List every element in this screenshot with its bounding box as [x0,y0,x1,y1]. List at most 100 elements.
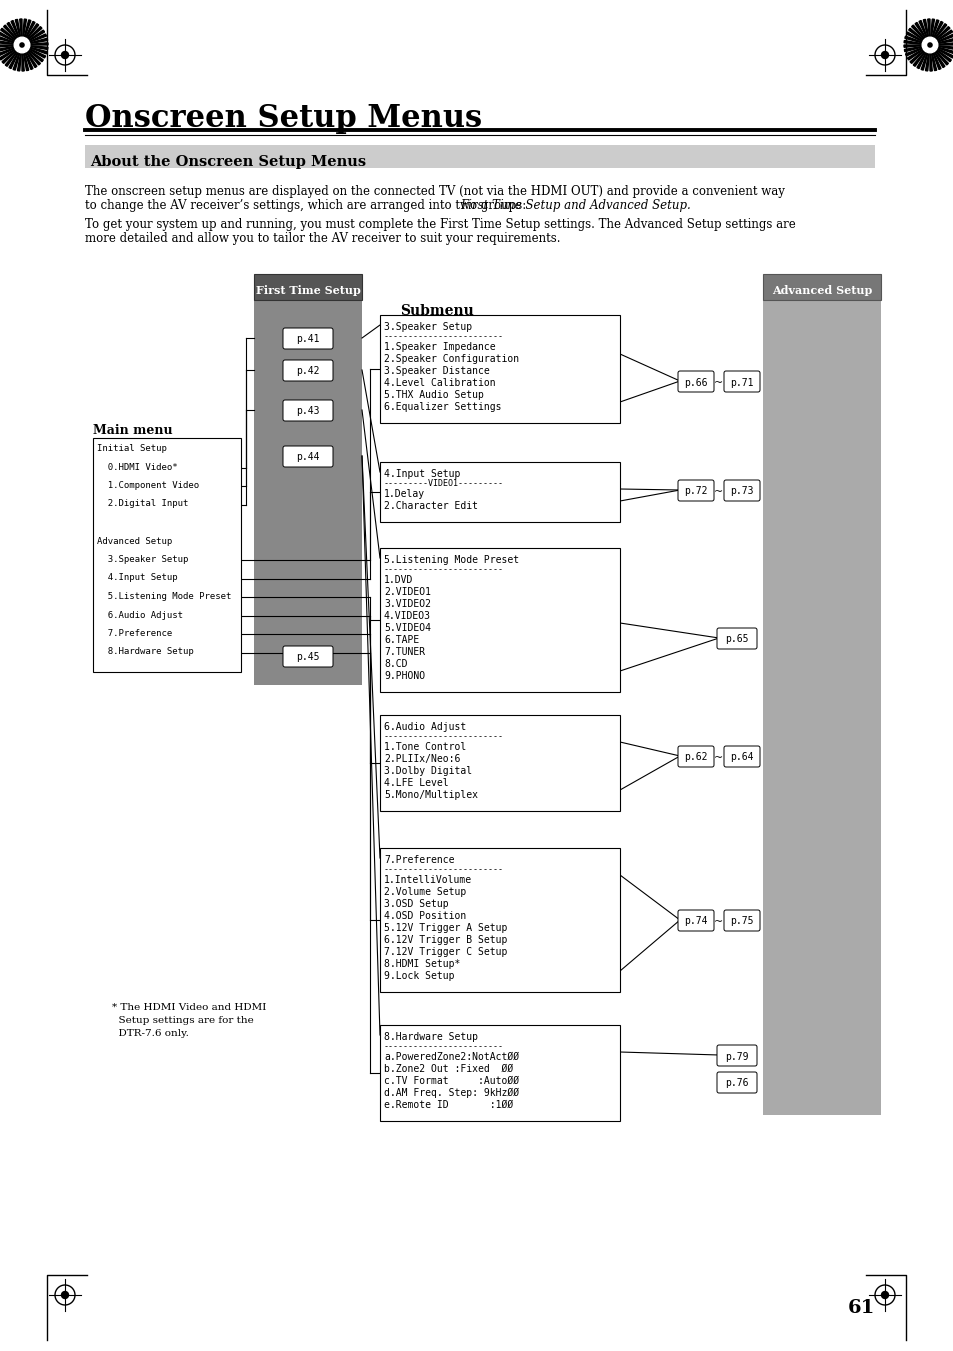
Wedge shape [22,45,24,72]
Wedge shape [22,45,33,69]
Circle shape [881,51,887,58]
Wedge shape [929,19,934,45]
Text: 0.HDMI Video*: 0.HDMI Video* [97,462,177,471]
Text: 5.VIDEO4: 5.VIDEO4 [384,623,431,634]
Text: p.66: p.66 [683,377,707,388]
Text: p.79: p.79 [724,1051,748,1062]
Text: p.73: p.73 [729,486,753,497]
Text: p.62: p.62 [683,753,707,762]
Wedge shape [9,45,22,69]
Text: Advanced Setup: Advanced Setup [97,536,172,546]
Text: p.44: p.44 [296,453,319,462]
Text: 1.IntelliVolume: 1.IntelliVolume [384,875,472,885]
Text: First Time Setup: First Time Setup [255,285,360,296]
Text: Advanced Setup: Advanced Setup [771,285,871,296]
Wedge shape [929,45,931,72]
Text: First Time Setup and Advanced Setup.: First Time Setup and Advanced Setup. [459,199,690,212]
Wedge shape [905,32,929,45]
Wedge shape [22,45,29,70]
FancyBboxPatch shape [678,480,713,501]
Wedge shape [20,19,22,45]
Circle shape [881,1292,887,1298]
Text: p.71: p.71 [729,377,753,388]
Text: 3.VIDEO2: 3.VIDEO2 [384,598,431,609]
Wedge shape [904,45,929,55]
Text: p.65: p.65 [724,635,748,644]
Text: The onscreen setup menus are displayed on the connected TV (not via the HDMI OUT: The onscreen setup menus are displayed o… [85,185,784,199]
Text: 5.Listening Mode Preset: 5.Listening Mode Preset [384,555,518,565]
Circle shape [922,38,937,53]
Text: 3.Speaker Distance: 3.Speaker Distance [384,366,489,376]
Text: 1.DVD: 1.DVD [384,576,413,585]
Text: 3.Speaker Setup: 3.Speaker Setup [384,322,472,332]
FancyBboxPatch shape [283,328,333,349]
Text: ~: ~ [714,916,723,927]
Text: 4.VIDEO3: 4.VIDEO3 [384,611,431,621]
FancyBboxPatch shape [253,300,361,685]
FancyBboxPatch shape [723,480,760,501]
FancyBboxPatch shape [283,646,333,667]
Text: ------------------------: ------------------------ [384,332,503,340]
Wedge shape [13,45,22,70]
Text: 9.Lock Setup: 9.Lock Setup [384,971,454,981]
FancyBboxPatch shape [283,446,333,467]
Wedge shape [903,41,929,45]
Text: Submenu: Submenu [399,304,474,317]
FancyBboxPatch shape [379,315,619,423]
Text: 6.12V Trigger B Setup: 6.12V Trigger B Setup [384,935,507,944]
Wedge shape [924,45,929,70]
Text: 1.Speaker Impedance: 1.Speaker Impedance [384,342,496,353]
FancyBboxPatch shape [717,1071,757,1093]
Wedge shape [4,26,22,45]
Text: 3.Dolby Digital: 3.Dolby Digital [384,766,472,775]
Wedge shape [918,20,929,45]
Text: 2.Character Edit: 2.Character Edit [384,501,477,511]
FancyBboxPatch shape [678,911,713,931]
Wedge shape [929,45,943,68]
Wedge shape [929,20,938,45]
Wedge shape [903,45,929,47]
Text: ------------------------: ------------------------ [384,1042,503,1051]
FancyBboxPatch shape [92,438,241,671]
FancyBboxPatch shape [379,549,619,692]
Text: To get your system up and running, you must complete the First Time Setup settin: To get your system up and running, you m… [85,218,795,231]
Wedge shape [929,38,953,45]
FancyBboxPatch shape [379,462,619,521]
Wedge shape [929,45,953,50]
Wedge shape [904,36,929,45]
Text: 4.Input Setup: 4.Input Setup [97,574,177,582]
FancyBboxPatch shape [85,145,874,168]
Text: ---------VIDEO1---------: ---------VIDEO1--------- [384,480,503,488]
FancyBboxPatch shape [717,628,757,648]
Wedge shape [7,23,22,45]
Wedge shape [22,45,46,58]
FancyBboxPatch shape [762,274,880,300]
Wedge shape [926,19,929,45]
Text: 9.PHONO: 9.PHONO [384,671,425,681]
Text: 7.Preference: 7.Preference [97,630,172,638]
Wedge shape [929,45,936,70]
Wedge shape [929,30,951,45]
Text: 2.VIDEO1: 2.VIDEO1 [384,586,431,597]
FancyBboxPatch shape [253,274,361,300]
Wedge shape [17,45,22,70]
Text: e.Remote ID       :1ØØ: e.Remote ID :1ØØ [384,1100,513,1111]
Text: Onscreen Setup Menus: Onscreen Setup Menus [85,103,481,134]
Wedge shape [0,45,22,47]
Text: p.64: p.64 [729,753,753,762]
Wedge shape [22,19,27,45]
Wedge shape [929,43,953,45]
Wedge shape [0,32,22,45]
Text: 4.OSD Position: 4.OSD Position [384,911,466,921]
Text: 1.Component Video: 1.Component Video [97,481,199,490]
Wedge shape [929,45,953,54]
Text: 2.Digital Input: 2.Digital Input [97,500,188,508]
Text: p.74: p.74 [683,916,707,927]
Wedge shape [929,27,949,45]
Text: ~: ~ [714,377,723,388]
Wedge shape [2,45,22,63]
Wedge shape [0,45,22,59]
Wedge shape [929,45,953,58]
Text: 2.Speaker Configuration: 2.Speaker Configuration [384,354,518,363]
FancyBboxPatch shape [379,715,619,811]
